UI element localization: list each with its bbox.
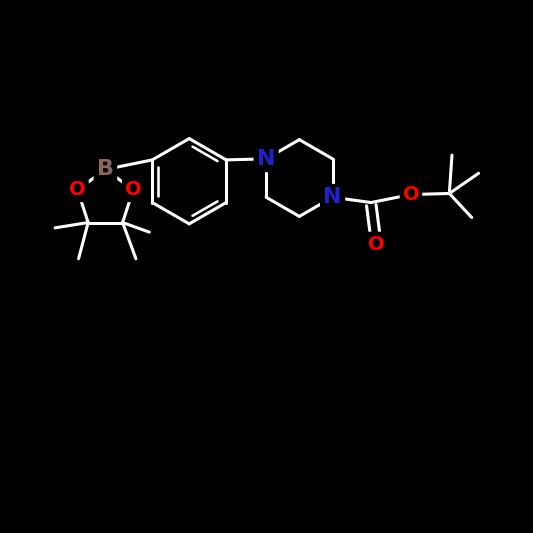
Text: O: O — [69, 180, 86, 199]
Text: B: B — [97, 159, 114, 180]
Text: N: N — [324, 187, 342, 207]
Text: N: N — [257, 149, 276, 169]
Text: O: O — [402, 185, 419, 204]
Text: O: O — [368, 235, 385, 254]
Text: O: O — [125, 180, 142, 199]
